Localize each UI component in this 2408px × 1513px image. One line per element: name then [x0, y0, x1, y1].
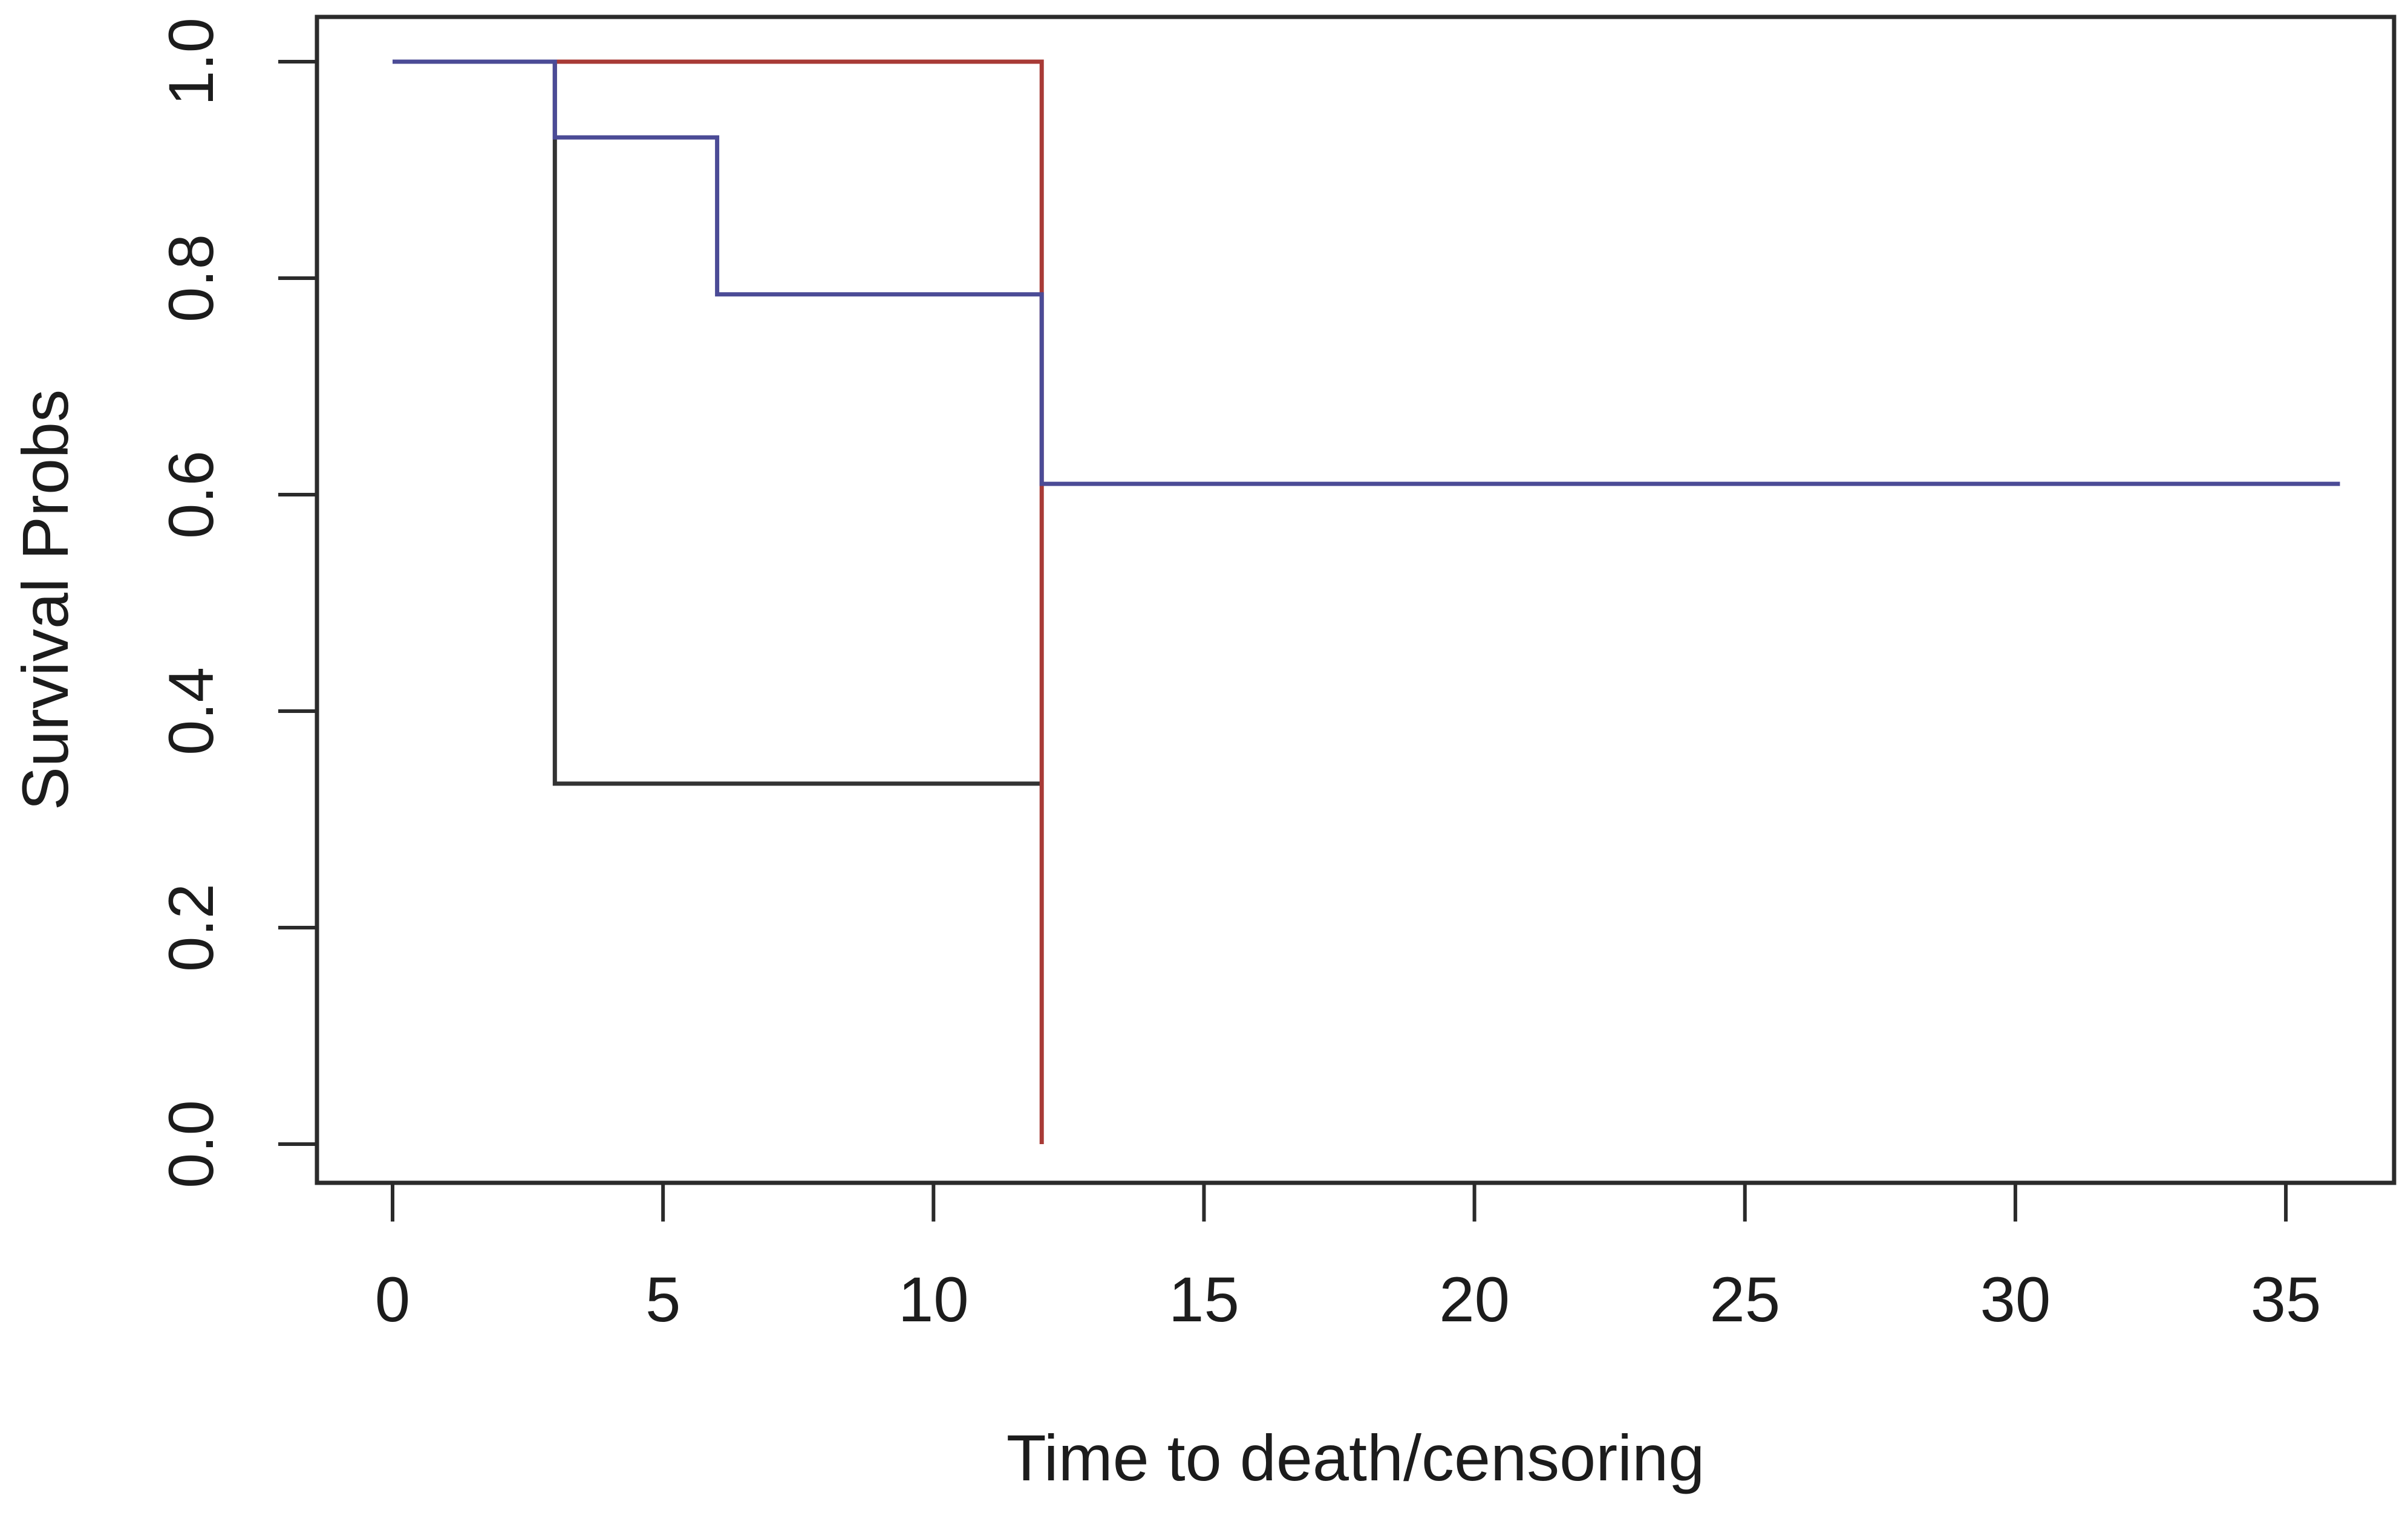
x-tick-label: 5 [645, 1264, 680, 1335]
x-axis-title: Time to death/censoring [1007, 1421, 1705, 1494]
y-tick-label: 0.4 [156, 667, 227, 755]
x-tick-label: 0 [375, 1264, 410, 1335]
y-tick-label: 0.2 [156, 883, 227, 972]
x-tick-label: 15 [1169, 1264, 1239, 1335]
x-tick-label: 30 [1980, 1264, 2051, 1335]
x-tick-label: 20 [1439, 1264, 1510, 1335]
x-tick-label: 25 [1709, 1264, 1780, 1335]
plot-box [315, 15, 2397, 1185]
y-axis-title: Survival Probs [8, 389, 82, 810]
y-tick-label: 0.0 [156, 1100, 227, 1188]
x-tick-label: 10 [898, 1264, 969, 1335]
survival-curve-group-blue [393, 59, 2340, 486]
survival-curve-group-red [393, 59, 1044, 1144]
x-tick-label: 35 [2251, 1264, 2322, 1335]
plot-layer: 0 5 10 15 20 25 30 35 0.0 0.2 0.4 0.6 0.8 1.0 [156, 15, 2397, 1335]
y-tick-label: 1.0 [156, 18, 227, 106]
y-tick-label: 0.6 [156, 451, 227, 539]
y-tick-label: 0.8 [156, 234, 227, 322]
